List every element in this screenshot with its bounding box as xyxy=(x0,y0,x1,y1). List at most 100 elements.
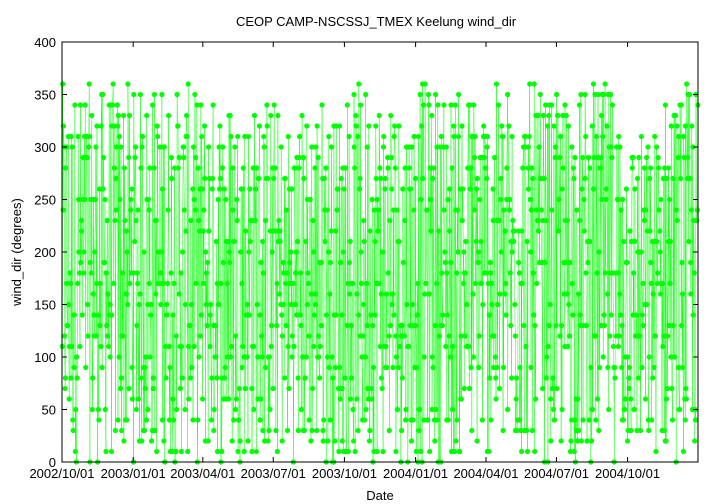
data-point xyxy=(675,364,682,371)
data-point xyxy=(663,396,670,402)
data-point xyxy=(526,186,532,192)
data-point xyxy=(565,343,571,350)
plot-area xyxy=(59,81,701,465)
data-point xyxy=(187,375,193,381)
data-point xyxy=(495,102,501,108)
data-point xyxy=(648,259,654,266)
data-point xyxy=(227,259,233,266)
data-point xyxy=(372,238,378,245)
x-tick-label: 2004/04/01 xyxy=(453,466,518,481)
data-point xyxy=(444,270,450,276)
data-point xyxy=(284,207,290,213)
data-point xyxy=(337,364,343,371)
data-point xyxy=(596,249,602,255)
data-point xyxy=(300,354,306,360)
series-line xyxy=(62,83,699,463)
data-point xyxy=(446,228,453,234)
data-point xyxy=(381,133,387,140)
data-point xyxy=(621,238,627,245)
data-point xyxy=(352,448,358,455)
data-point xyxy=(657,228,663,234)
data-point xyxy=(655,154,661,161)
data-point xyxy=(385,270,391,276)
data-point xyxy=(176,291,182,297)
data-point xyxy=(70,427,76,434)
data-point xyxy=(124,249,130,255)
data-point xyxy=(93,196,99,203)
data-point xyxy=(123,291,129,297)
data-point xyxy=(251,343,257,350)
data-point xyxy=(95,312,101,318)
data-point xyxy=(78,228,85,234)
data-point xyxy=(397,343,403,350)
data-point xyxy=(496,217,502,224)
data-point xyxy=(282,375,288,381)
data-point xyxy=(563,112,569,119)
data-point xyxy=(208,417,214,423)
data-point xyxy=(139,438,145,444)
data-point xyxy=(82,102,88,108)
data-point xyxy=(546,112,552,119)
data-point xyxy=(242,385,248,392)
data-point xyxy=(555,112,561,119)
data-point xyxy=(224,280,230,287)
data-point xyxy=(99,364,105,371)
data-point xyxy=(326,133,332,140)
data-point xyxy=(434,417,440,423)
data-point xyxy=(582,91,588,98)
data-point xyxy=(97,322,103,329)
data-point xyxy=(166,343,172,350)
data-point xyxy=(604,123,610,129)
data-point xyxy=(631,270,637,276)
data-point xyxy=(493,396,499,402)
data-point xyxy=(226,249,232,255)
data-point xyxy=(181,207,187,213)
data-point xyxy=(529,165,535,171)
data-point xyxy=(208,301,214,308)
data-point xyxy=(363,91,369,98)
data-point xyxy=(151,165,157,171)
data-point xyxy=(278,144,284,150)
data-point xyxy=(323,312,330,318)
data-point xyxy=(72,448,78,455)
data-point xyxy=(374,196,380,203)
data-point xyxy=(186,343,192,350)
data-point xyxy=(550,375,556,381)
data-point xyxy=(182,406,188,413)
data-point xyxy=(254,165,260,171)
data-point xyxy=(578,91,584,98)
data-point xyxy=(212,322,218,329)
data-point xyxy=(346,259,352,266)
y-axis-label: wind_dir (degrees) xyxy=(9,198,24,307)
data-point xyxy=(391,312,397,318)
data-point xyxy=(366,438,372,444)
data-point xyxy=(411,133,417,140)
data-point xyxy=(399,375,405,381)
data-point xyxy=(363,406,369,413)
data-point xyxy=(373,123,379,129)
data-point xyxy=(512,301,518,308)
data-point xyxy=(114,102,120,108)
data-point xyxy=(691,270,697,276)
data-point xyxy=(155,133,161,140)
data-point xyxy=(207,312,213,318)
x-tick-label: 2002/10/01 xyxy=(29,466,94,481)
data-point xyxy=(473,238,479,245)
data-point xyxy=(557,133,564,140)
data-point xyxy=(692,417,699,423)
data-point xyxy=(632,186,638,192)
data-point xyxy=(610,343,617,350)
data-point xyxy=(137,91,143,98)
data-point xyxy=(64,280,70,287)
data-point xyxy=(96,417,102,423)
data-point xyxy=(451,123,457,129)
data-point xyxy=(450,343,456,350)
data-point xyxy=(284,270,290,276)
data-point xyxy=(526,133,532,140)
data-point xyxy=(231,417,237,423)
data-point xyxy=(502,291,508,297)
data-point xyxy=(587,238,593,245)
data-point xyxy=(620,417,627,423)
data-point xyxy=(575,396,581,402)
data-point xyxy=(571,448,577,455)
